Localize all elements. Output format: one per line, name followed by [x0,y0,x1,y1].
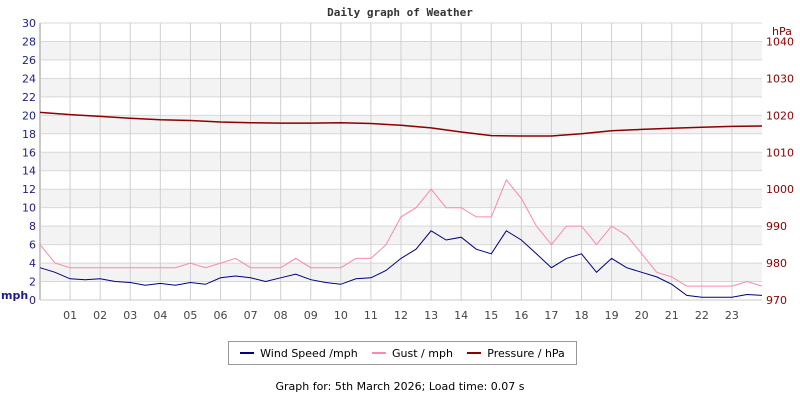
x-tick-label: 19 [605,309,619,322]
footer-status: Graph for: 5th March 2026; Load time: 0.… [275,380,525,393]
x-tick-label: 13 [424,309,438,322]
y-left-tick-label: 8 [29,220,36,233]
y-left-tick-label: 2 [29,276,36,289]
x-tick-label: 12 [394,309,408,322]
legend-label-wind: Wind Speed /mph [260,346,358,360]
x-tick-label: 08 [274,309,288,322]
y-right-tick-label: 970 [766,294,787,307]
y-left-tick-label: 6 [29,239,36,252]
legend-label-gust: Gust / mph [392,346,453,360]
x-tick-label: 18 [575,309,589,322]
y-left-tick-label: 10 [22,202,36,215]
x-tick-label: 17 [544,309,558,322]
y-left-tick-label: 16 [22,146,36,159]
legend-item-wind: Wind Speed /mph [240,347,358,360]
chart-title: Daily graph of Weather [327,6,473,19]
y-left-axis-label: mph [1,289,28,302]
legend-item-pressure: Pressure / hPa [467,347,565,360]
y-left-tick-label: 28 [22,35,36,48]
x-tick-label: 01 [63,309,77,322]
y-left-tick-label: 18 [22,128,36,141]
y-right-axis-label: hPa [772,25,792,38]
x-tick-label: 09 [304,309,318,322]
legend-swatch-gust [372,352,387,354]
legend-swatch-pressure [467,352,482,354]
x-tick-label: 16 [514,309,528,322]
x-tick-label: 23 [725,309,739,322]
x-tick-label: 07 [244,309,258,322]
y-left-tick-label: 30 [22,17,36,30]
x-tick-label: 10 [334,309,348,322]
x-tick-label: 14 [454,309,468,322]
x-tick-label: 03 [123,309,137,322]
x-tick-label: 02 [93,309,107,322]
series-line-wind-speed-mph [39,230,763,298]
series-line-pressure-hpa [39,111,763,137]
legend-item-gust: Gust / mph [372,347,453,360]
y-left-tick-label: 22 [22,91,36,104]
y-right-tick-label: 990 [766,220,787,233]
y-left-tick-label: 0 [29,294,36,307]
y-right-tick-label: 1010 [766,146,794,159]
x-tick-label: 21 [665,309,679,322]
x-tick-label: 20 [635,309,649,322]
y-left-tick-label: 26 [22,54,36,67]
x-tick-label: 11 [364,309,378,322]
y-right-tick-label: 1030 [766,72,794,85]
y-right-tick-label: 1040 [766,35,794,48]
x-tick-label: 05 [183,309,197,322]
y-left-tick-label: 4 [29,257,36,270]
x-tick-label: 06 [214,309,228,322]
series-line-gust-mph [39,179,763,287]
y-right-tick-label: 1020 [766,109,794,122]
y-right-tick-label: 980 [766,257,787,270]
y-left-tick-label: 12 [22,183,36,196]
y-left-tick-label: 14 [22,165,36,178]
legend-swatch-wind [240,352,255,354]
y-right-tick-label: 1000 [766,183,794,196]
legend: Wind Speed /mph Gust / mph Pressure / hP… [228,341,577,365]
y-left-tick-label: 20 [22,109,36,122]
x-tick-label: 04 [153,309,167,322]
y-left-tick-label: 24 [22,72,36,85]
x-tick-label: 22 [695,309,709,322]
x-tick-label: 15 [484,309,498,322]
legend-label-pressure: Pressure / hPa [487,346,565,360]
